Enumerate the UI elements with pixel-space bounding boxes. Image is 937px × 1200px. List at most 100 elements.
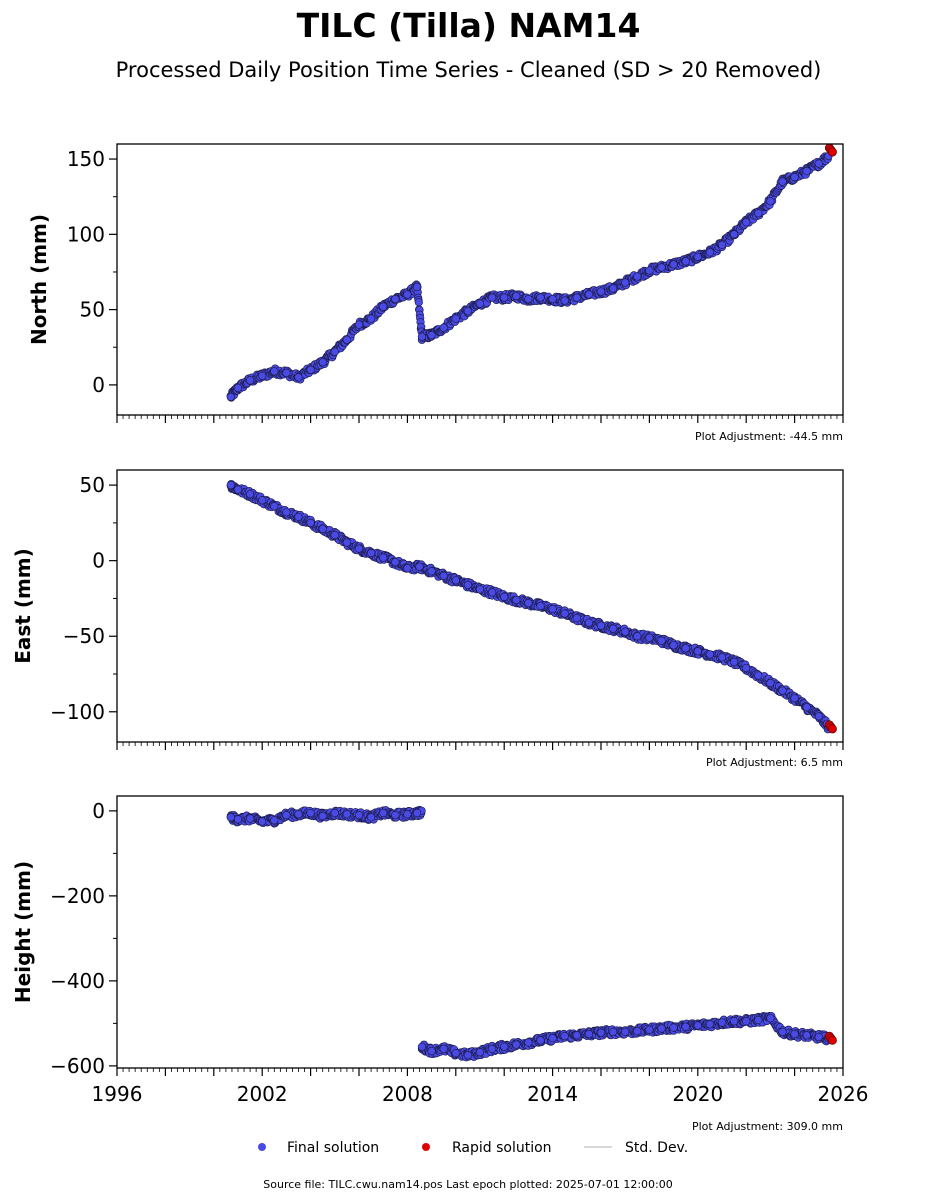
final-point [814, 159, 823, 168]
final-point [246, 376, 255, 385]
final-point [669, 260, 678, 269]
final-point [270, 502, 279, 511]
y-tick-label: 150 [67, 147, 105, 171]
y-tick-label: −200 [50, 884, 105, 908]
y-tick-label: 50 [80, 298, 105, 322]
final-point [608, 624, 618, 633]
final-point [717, 1018, 727, 1027]
legend-final-marker [258, 1143, 266, 1151]
final-point [412, 808, 422, 818]
plot-adjustment-note: Plot Adjustment: 309.0 mm [692, 1120, 843, 1133]
panel-2: 50 0 −50 −100 East (mm) Plot Adjustment: 6.5 … [11, 469, 844, 769]
final-point [427, 331, 436, 340]
final-point [500, 592, 509, 602]
legend-stddev-label: Std. Dev. [625, 1140, 688, 1156]
final-point [246, 490, 255, 499]
final-point [596, 621, 606, 630]
final-point [282, 368, 291, 377]
final-point [560, 1032, 569, 1041]
final-point [379, 553, 388, 562]
final-point [669, 641, 678, 650]
final-point [488, 293, 497, 302]
rapid-point [827, 1035, 837, 1045]
final-point [463, 580, 473, 589]
final-point [681, 1022, 690, 1031]
final-point [412, 282, 422, 292]
final-point [657, 1024, 666, 1033]
final-point [645, 633, 654, 642]
final-point [705, 248, 715, 257]
final-point [766, 197, 775, 206]
final-point [536, 293, 545, 302]
final-point [306, 365, 315, 374]
panel-3: 0 −200 −400 −600 1996 2002 2008 2014 2020 2026 Hei… [11, 795, 868, 1133]
y-axis-label: East (mm) [11, 548, 35, 664]
final-point [282, 811, 291, 820]
data-points [226, 805, 837, 1062]
final-point [729, 657, 739, 667]
final-point [669, 1023, 678, 1032]
final-point [439, 1044, 448, 1053]
final-point [488, 1044, 497, 1053]
final-point [536, 601, 545, 611]
final-point [354, 811, 364, 820]
final-point [318, 524, 327, 534]
final-point [463, 307, 473, 316]
final-point [524, 598, 533, 608]
x-tick-label: 1996 [92, 1082, 143, 1106]
final-point [451, 576, 460, 585]
final-point [681, 257, 690, 266]
final-point [754, 1015, 763, 1025]
final-point [584, 290, 594, 299]
plot-adjustment-note: Plot Adjustment: 6.5 mm [706, 756, 843, 769]
panel-1: 0 50 100 150 North (mm) Plot Adjustment: -44.… [27, 143, 844, 443]
x-tick-label: 2008 [382, 1082, 433, 1106]
final-point [330, 808, 339, 818]
final-point [548, 1034, 557, 1043]
final-point [729, 230, 739, 239]
legend-final-label: Final solution [287, 1140, 379, 1156]
final-point [790, 694, 799, 703]
x-tick-label: 2014 [527, 1082, 578, 1106]
final-point [778, 177, 787, 186]
y-tick-label: 0 [92, 549, 105, 573]
final-point [500, 293, 509, 302]
final-point [584, 618, 594, 627]
final-point [548, 294, 557, 304]
final-point [270, 367, 279, 376]
final-point [657, 263, 666, 272]
final-point [584, 1029, 594, 1039]
final-point [294, 512, 303, 521]
y-tick-label: −50 [63, 624, 105, 648]
final-point [342, 538, 352, 547]
final-point [512, 1040, 521, 1049]
final-point [524, 294, 533, 304]
legend-rapid-marker [422, 1143, 430, 1151]
final-point [379, 808, 388, 818]
y-tick-label: 0 [92, 799, 105, 823]
chart-title: TILC (Tilla) NAM14 [296, 6, 641, 45]
final-point [330, 347, 339, 356]
legend-rapid-label: Rapid solution [452, 1140, 552, 1156]
final-point [621, 627, 630, 636]
panels: 0 50 100 150 North (mm) Plot Adjustment: -44.… [11, 143, 868, 1133]
final-point [778, 686, 787, 695]
final-point [633, 1026, 642, 1036]
final-point [814, 1032, 823, 1042]
final-point [621, 278, 630, 287]
final-point [512, 595, 521, 605]
final-point [226, 392, 235, 402]
final-point [258, 817, 267, 826]
y-axis-label: Height (mm) [11, 861, 35, 1003]
final-point [330, 530, 339, 540]
final-point [463, 1051, 473, 1060]
data-points [226, 144, 837, 402]
final-point [802, 167, 811, 176]
final-point [282, 508, 291, 517]
final-point [367, 813, 376, 822]
final-point [403, 564, 412, 573]
final-point [233, 485, 243, 494]
final-point [427, 567, 436, 576]
final-point [596, 1028, 606, 1037]
